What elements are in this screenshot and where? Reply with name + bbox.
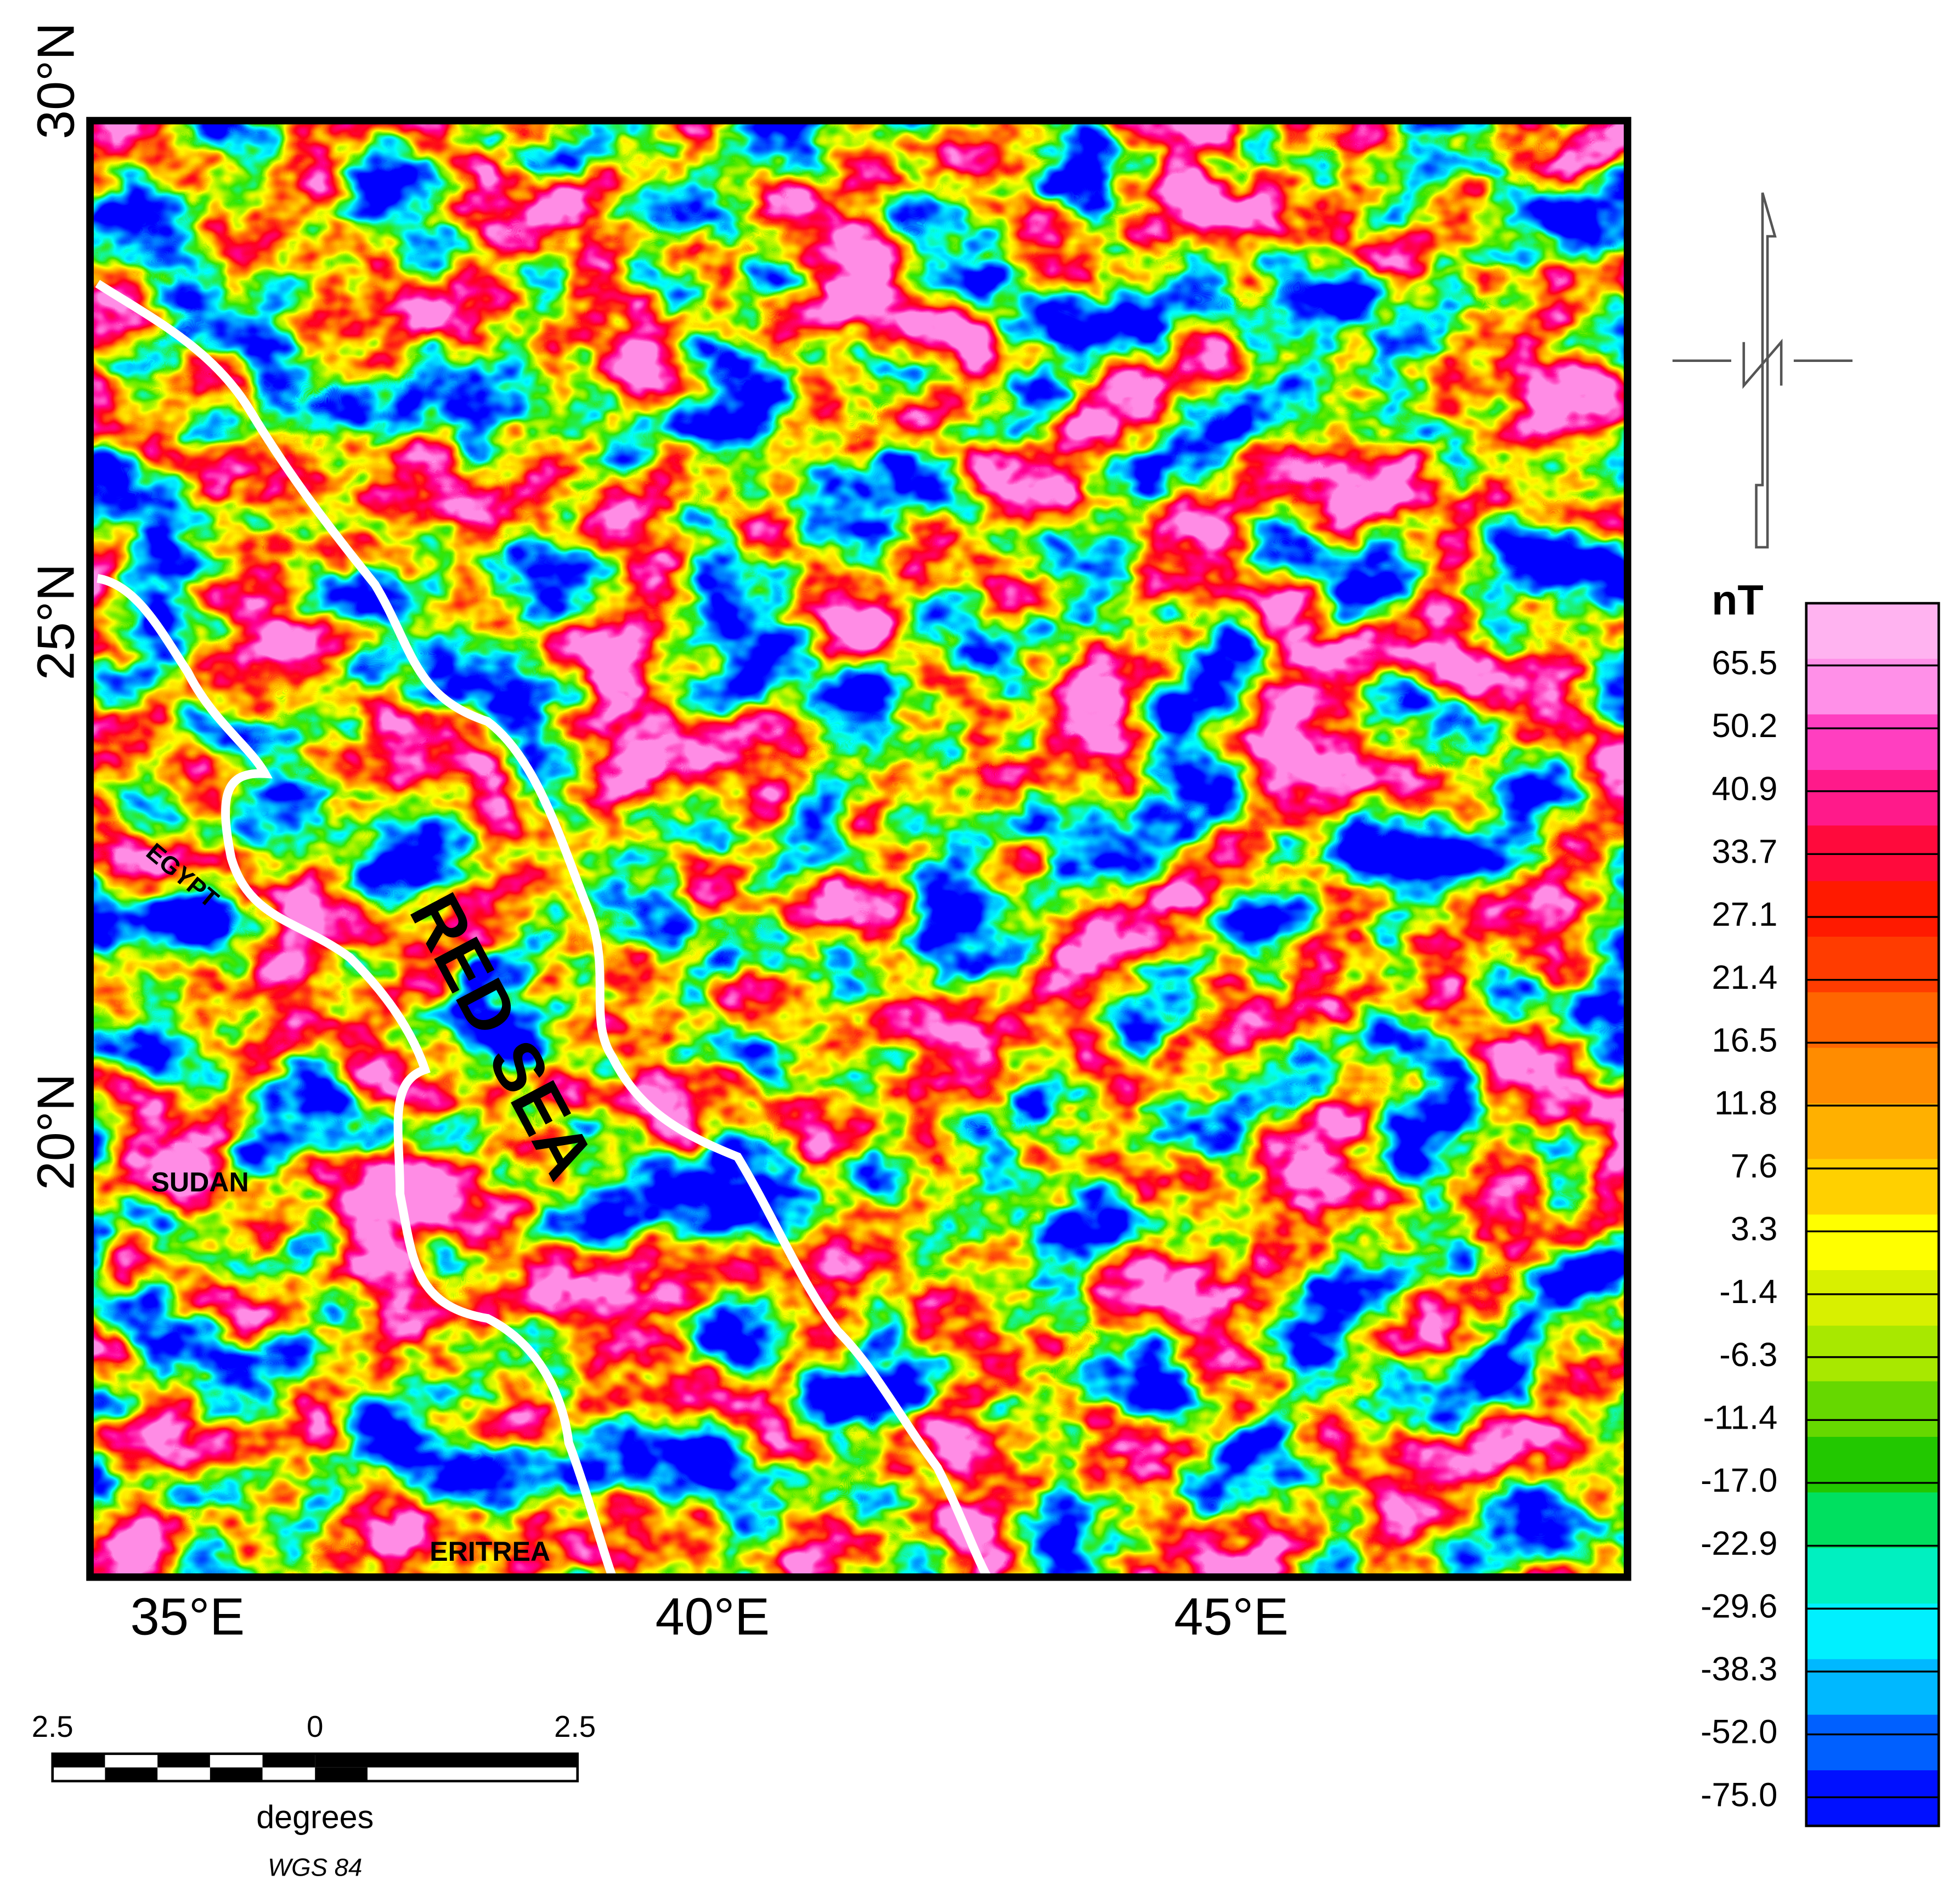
- latitude-label: 20°N: [27, 1073, 85, 1190]
- colorbar-band: [1806, 881, 1939, 938]
- colorbar-label: -29.6: [1701, 1588, 1777, 1626]
- legend-unit: nT: [1712, 577, 1764, 624]
- colorbar-band: [1806, 992, 1939, 1049]
- colorbar-band: [1806, 1770, 1939, 1827]
- colorbar-label: 16.5: [1712, 1022, 1778, 1060]
- longitude-label: 45°E: [1174, 1588, 1289, 1646]
- colorbar-band: [1806, 603, 1939, 660]
- colorbar-band: [1806, 714, 1939, 771]
- colorbar-band: [1806, 936, 1939, 993]
- colorbar-band: [1806, 1714, 1939, 1771]
- colorbar-band: [1806, 1214, 1939, 1271]
- colorbar-band: [1806, 1047, 1939, 1105]
- coastline: [97, 574, 617, 1579]
- colorbar-label: -52.0: [1701, 1713, 1777, 1751]
- colorbar-label: -1.4: [1719, 1273, 1777, 1311]
- longitude-labels: 35°E 40°E 45°E: [131, 1588, 1289, 1646]
- map-frame: [86, 117, 1631, 1581]
- colorbar-band: [1806, 659, 1939, 715]
- colorbar-band: [1806, 1103, 1939, 1160]
- latitude-labels: 30°N 25°N 20°N: [27, 22, 85, 1190]
- colorbar-band: [1806, 769, 1939, 826]
- colorbar-label: -22.9: [1701, 1525, 1777, 1562]
- colorbar-label: 3.3: [1731, 1210, 1778, 1248]
- coastline: [95, 280, 992, 1579]
- colorbar-label: 50.2: [1712, 707, 1778, 745]
- scale-unit: degrees: [256, 1799, 374, 1836]
- scale-datum: WGS 84: [268, 1854, 362, 1882]
- anomaly-raster: [90, 120, 1628, 1577]
- colorbar: 65.5 50.2 40.9 33.7 27.1 21.4 16.5 11.8 7.6 3.3 -1…: [1701, 602, 1940, 1827]
- colorbar-label: -17.0: [1701, 1462, 1777, 1499]
- colorbar-band: [1806, 1492, 1939, 1549]
- colorbar-label: -6.3: [1719, 1336, 1777, 1374]
- scale-label: 2.5: [32, 1710, 74, 1743]
- colorbar-label: 11.8: [1714, 1084, 1777, 1122]
- scale-bar: 2.5 0 2.5 degrees WGS 84: [32, 1710, 596, 1882]
- latitude-label: 30°N: [27, 22, 85, 139]
- colorbar-band: [1806, 1381, 1939, 1438]
- colorbar-band: [1806, 1548, 1939, 1605]
- colorbar-label: 40.9: [1712, 770, 1778, 808]
- colorbar-label: -11.4: [1703, 1399, 1778, 1437]
- colorbar-label: 27.1: [1712, 896, 1778, 933]
- longitude-label: 35°E: [131, 1588, 245, 1646]
- scale-label: 2.5: [554, 1710, 596, 1743]
- latitude-label: 25°N: [27, 564, 85, 681]
- colorbar-label: 7.6: [1731, 1147, 1778, 1185]
- longitude-label: 40°E: [656, 1588, 770, 1646]
- colorbar-band: [1806, 1604, 1939, 1660]
- colorbar-band: [1806, 1270, 1939, 1327]
- colorbar-label: 21.4: [1712, 959, 1778, 996]
- north-arrow: [1672, 192, 1853, 549]
- colorbar-label: 33.7: [1712, 833, 1778, 871]
- colorbar-band: [1806, 1437, 1939, 1493]
- colorbar-label: -75.0: [1701, 1776, 1777, 1814]
- colorbar-label: 65.5: [1712, 644, 1778, 682]
- colorbar-label: -38.3: [1701, 1650, 1777, 1688]
- colorbar-band: [1806, 1326, 1939, 1382]
- colorbar-band: [1806, 1659, 1939, 1715]
- colorbar-frame: [1805, 602, 1940, 1827]
- scale-label: 0: [307, 1710, 323, 1743]
- colorbar-band: [1806, 1159, 1939, 1215]
- place-label: SUDAN: [151, 1166, 248, 1197]
- place-label: ERITREA: [430, 1536, 550, 1567]
